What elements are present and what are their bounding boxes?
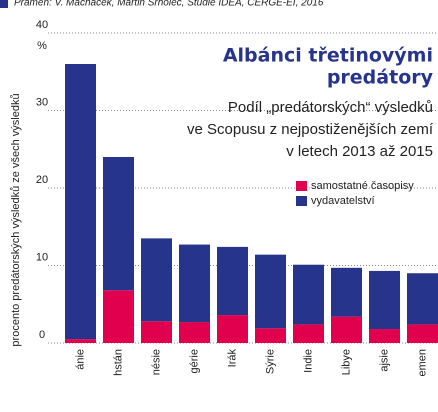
bar-segment: [331, 267, 362, 317]
y-tick-label: 20: [36, 174, 48, 186]
legend-swatch: [296, 196, 307, 206]
bar-segment: [331, 316, 362, 343]
bar-segment: [255, 328, 286, 343]
x-tick-label: Irák: [226, 349, 238, 368]
chart-title: predátory: [327, 67, 434, 89]
x-tick-label: nésie: [150, 349, 162, 375]
y-tick-label: 0: [39, 329, 45, 341]
bar-segment: [179, 322, 210, 343]
bar-segment: [369, 329, 400, 343]
bar-segment: [103, 157, 134, 291]
bar-segment: [65, 64, 96, 340]
bar-segment: [293, 324, 324, 343]
legend-swatch: [296, 181, 307, 191]
y-unit: %: [37, 40, 47, 52]
x-tick-label: ajsie: [378, 349, 390, 372]
bar-segment: [217, 246, 248, 316]
bar-segment: [407, 324, 438, 343]
bar-segment: [407, 273, 438, 325]
chart-subtitle: v letech 2013 až 2015: [286, 143, 433, 160]
x-tick-label: Indie: [302, 349, 314, 373]
bar-segment: [103, 290, 134, 343]
y-axis-label: procento predátorských výsledků ze všech…: [10, 93, 22, 346]
legend-label: vydavatelství: [311, 195, 375, 207]
x-tick-label: Libye: [340, 349, 352, 375]
logo-fragment: [0, 0, 8, 8]
legend-label: samostatné časopisy: [311, 180, 414, 192]
chart-subtitle: Podíl „predátorských“ výsledků: [228, 99, 433, 116]
y-tick-label: 30: [36, 96, 48, 108]
chart-subtitle: ve Scopusu z nejpostiženějších zemí: [187, 121, 434, 138]
bar-segment: [65, 339, 96, 343]
bar-segment: [255, 254, 286, 329]
x-tick-label: emen: [416, 349, 428, 377]
bar-segment: [141, 321, 172, 343]
bar-segment: [179, 244, 210, 323]
y-tick-label: 40: [36, 19, 48, 31]
y-tick-label: 10: [36, 251, 48, 263]
x-tick-label: hstán: [112, 349, 124, 376]
x-tick-label: Sýrie: [264, 349, 276, 374]
source: Pramen: V. Macháček, Martin Srholec, Stu…: [14, 0, 324, 9]
bar-segment: [293, 264, 324, 325]
bar-segment: [217, 315, 248, 343]
x-tick-label: gérie: [188, 349, 200, 373]
x-tick-label: ánie: [74, 349, 86, 370]
chart-title: Albánci třetinovými: [223, 45, 433, 67]
bar-segment: [369, 270, 400, 330]
bar-segment: [141, 238, 172, 322]
